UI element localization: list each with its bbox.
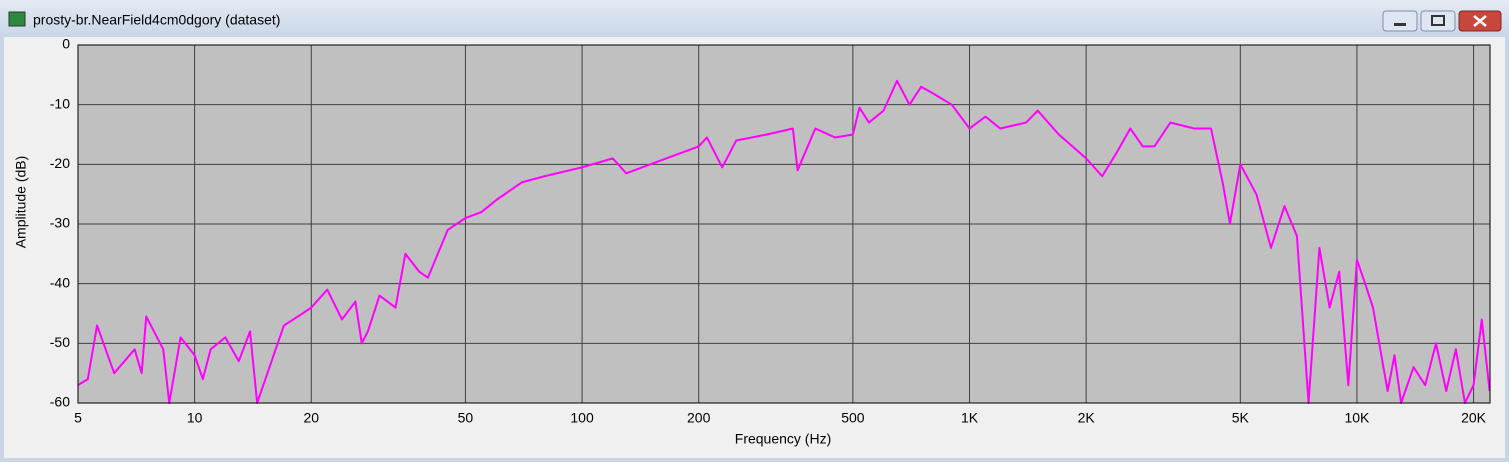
maximize-icon	[1431, 15, 1445, 26]
y-tick-label: -40	[50, 274, 70, 290]
data-line	[77, 79, 1491, 404]
y-tick-label: -10	[50, 95, 70, 111]
x-tick-label: 10	[187, 410, 203, 426]
x-tick-label: 100	[570, 410, 594, 426]
x-tick-label: 20K	[1461, 410, 1487, 426]
y-tick-label: -60	[50, 394, 70, 410]
x-tick-label: 10K	[1344, 410, 1370, 426]
minimize-icon	[1394, 23, 1406, 26]
y-axis-label: Amplitude (dB)	[13, 156, 29, 249]
window-icon	[8, 11, 26, 27]
x-axis-label: Frequency (Hz)	[735, 431, 831, 447]
y-tick-label: -30	[50, 215, 70, 231]
y-tick-label: 0	[62, 36, 70, 52]
x-tick-label: 1K	[961, 410, 979, 426]
x-tick-label: 200	[687, 410, 711, 426]
maximize-button[interactable]	[1420, 10, 1456, 32]
title-bar	[0, 0, 1509, 37]
minimize-button[interactable]	[1382, 10, 1418, 32]
window-title: prosty-br.NearField4cm0dgory (dataset)	[33, 12, 280, 28]
y-tick-label: -20	[50, 155, 70, 171]
x-tick-label: 2K	[1078, 410, 1096, 426]
x-tick-label: 5K	[1232, 410, 1250, 426]
x-tick-label: 20	[303, 410, 319, 426]
x-tick-label: 500	[841, 410, 865, 426]
y-tick-label: -50	[50, 334, 70, 350]
plot-border	[77, 44, 1491, 404]
x-tick-label: 50	[458, 410, 474, 426]
close-icon	[1473, 15, 1487, 27]
x-tick-label: 5	[74, 410, 82, 426]
